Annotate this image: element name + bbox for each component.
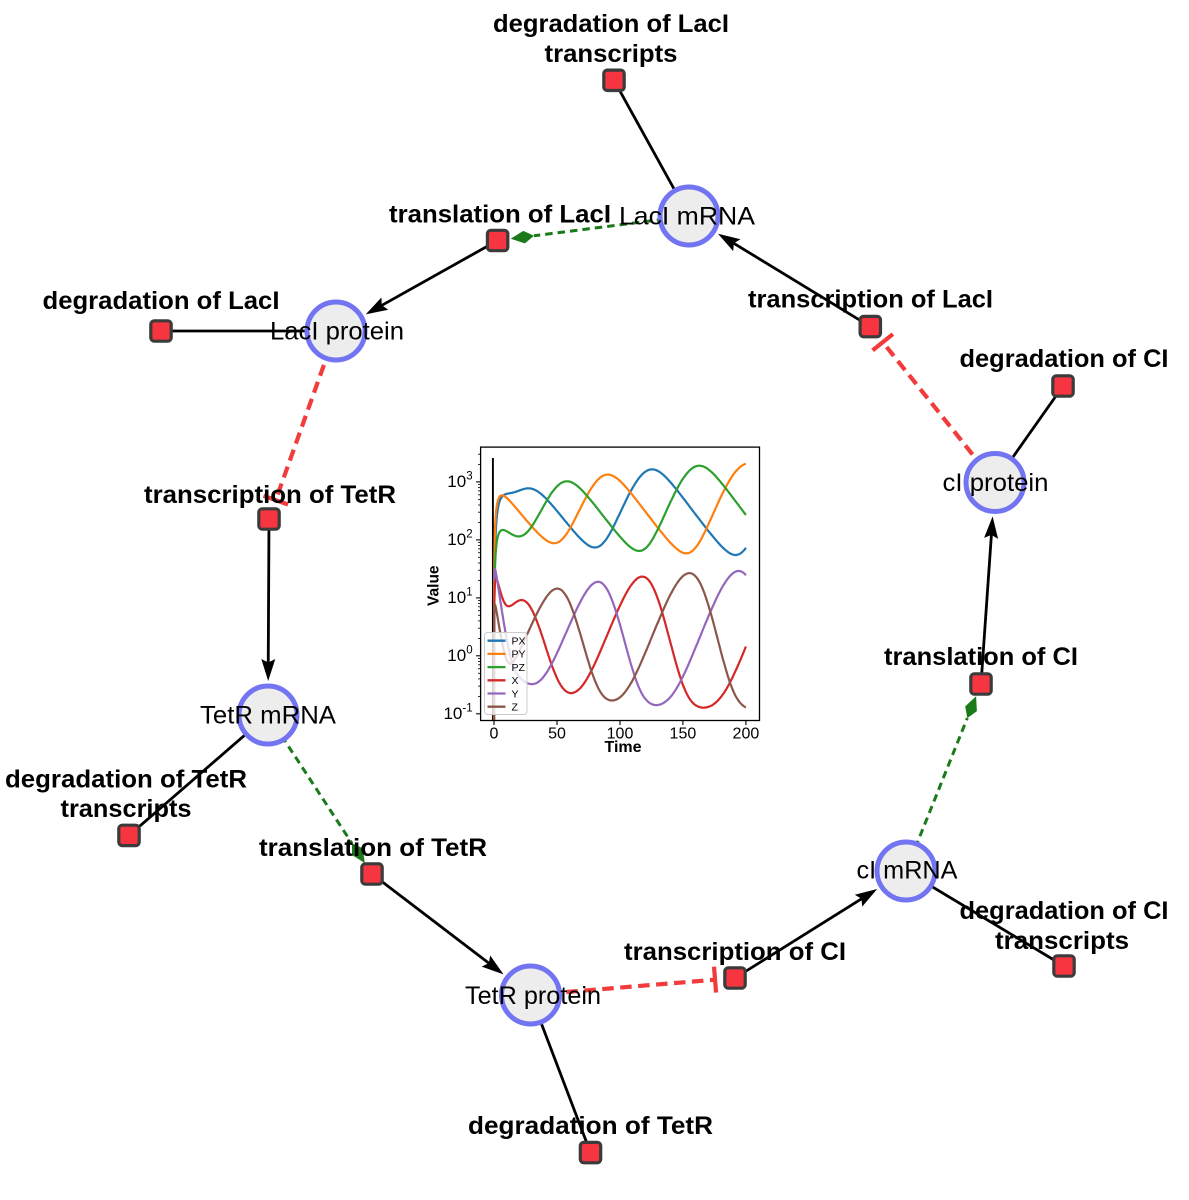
svg-text:102: 102 bbox=[447, 528, 472, 549]
svg-text:degradation of LacI: degradation of LacI bbox=[493, 10, 729, 38]
svg-text:X: X bbox=[512, 675, 519, 687]
svg-text:Z: Z bbox=[512, 702, 519, 714]
svg-text:PZ: PZ bbox=[512, 662, 526, 674]
svg-text:translation of TetR: translation of TetR bbox=[259, 834, 487, 862]
svg-text:Y: Y bbox=[512, 688, 519, 700]
svg-text:PX: PX bbox=[512, 636, 526, 648]
svg-text:degradation of TetR: degradation of TetR bbox=[468, 1112, 713, 1140]
svg-text:degradation of LacI: degradation of LacI bbox=[43, 287, 280, 315]
svg-text:cI protein: cI protein bbox=[943, 469, 1049, 497]
svg-text:transcription of LacI: transcription of LacI bbox=[748, 286, 993, 314]
svg-text:PY: PY bbox=[512, 649, 526, 661]
svg-text:cI mRNA: cI mRNA bbox=[857, 857, 958, 885]
svg-text:200: 200 bbox=[733, 726, 760, 743]
svg-text:transcription of TetR: transcription of TetR bbox=[144, 481, 396, 509]
svg-text:degradation of CI: degradation of CI bbox=[960, 345, 1169, 373]
svg-text:150: 150 bbox=[670, 726, 697, 743]
svg-text:TetR protein: TetR protein bbox=[465, 982, 601, 1010]
svg-text:Time: Time bbox=[604, 739, 641, 756]
svg-text:0: 0 bbox=[490, 726, 499, 743]
svg-text:degradation of TetR: degradation of TetR bbox=[5, 766, 247, 794]
svg-text:translation of CI: translation of CI bbox=[884, 643, 1078, 671]
svg-text:100: 100 bbox=[447, 644, 472, 665]
svg-text:103: 103 bbox=[447, 470, 472, 491]
svg-text:LacI protein: LacI protein bbox=[270, 318, 404, 346]
svg-text:10-1: 10-1 bbox=[443, 702, 472, 723]
svg-text:TetR mRNA: TetR mRNA bbox=[200, 702, 336, 730]
svg-text:LacI mRNA: LacI mRNA bbox=[619, 203, 755, 231]
svg-text:transcripts: transcripts bbox=[545, 40, 678, 68]
svg-text:100: 100 bbox=[607, 726, 634, 743]
svg-text:transcription of CI: transcription of CI bbox=[624, 938, 846, 966]
svg-text:101: 101 bbox=[447, 586, 472, 607]
svg-text:Value: Value bbox=[426, 565, 443, 606]
svg-text:transcripts: transcripts bbox=[995, 927, 1129, 955]
svg-text:50: 50 bbox=[548, 726, 566, 743]
svg-text:transcripts: transcripts bbox=[61, 795, 192, 823]
svg-text:degradation of CI: degradation of CI bbox=[960, 897, 1169, 925]
svg-text:translation of LacI: translation of LacI bbox=[389, 200, 611, 228]
